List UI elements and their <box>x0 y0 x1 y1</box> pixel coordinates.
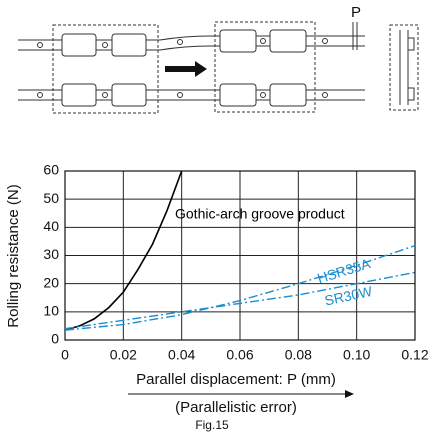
y-tick-label: 50 <box>43 190 59 206</box>
y-tick-label: 10 <box>43 303 59 319</box>
x-tick-label: 0 <box>61 347 69 363</box>
arrow-head <box>345 390 354 398</box>
y-tick-label: 40 <box>43 218 59 234</box>
y-tick-label: 20 <box>43 274 59 290</box>
dimension-label: P <box>351 4 361 21</box>
y-tick-label: 0 <box>51 331 59 347</box>
series-label: SR30W <box>323 283 374 309</box>
guide-diagram <box>18 21 419 114</box>
series-line <box>65 244 415 331</box>
x-tick-label: 0.12 <box>401 347 428 363</box>
y-tick-label: 30 <box>43 246 59 262</box>
series-line <box>65 271 415 330</box>
x-sublabel: (Parallelistic error) <box>175 399 297 416</box>
x-tick-label: 0.08 <box>285 347 312 363</box>
plot-frame <box>64 170 416 341</box>
series-label: Gothic-arch groove product <box>175 206 345 222</box>
x-tick-label: 0.04 <box>168 347 195 363</box>
x-axis-label: Parallel displacement: P (mm) <box>136 371 336 388</box>
x-tick-label: 0.06 <box>226 347 253 363</box>
y-axis-label: Rolling resistance (N) <box>5 184 22 327</box>
figure-label: Fig.15 <box>195 418 229 432</box>
x-tick-label: 0.10 <box>343 347 370 363</box>
x-tick-label: 0.02 <box>110 347 137 363</box>
series-line <box>65 170 183 331</box>
plot: 0 10 20 30 40 50 60 0 0.02 0.04 0.06 0.08 0.10 0.12 Go… <box>43 162 428 363</box>
y-tick-label: 60 <box>43 162 59 178</box>
